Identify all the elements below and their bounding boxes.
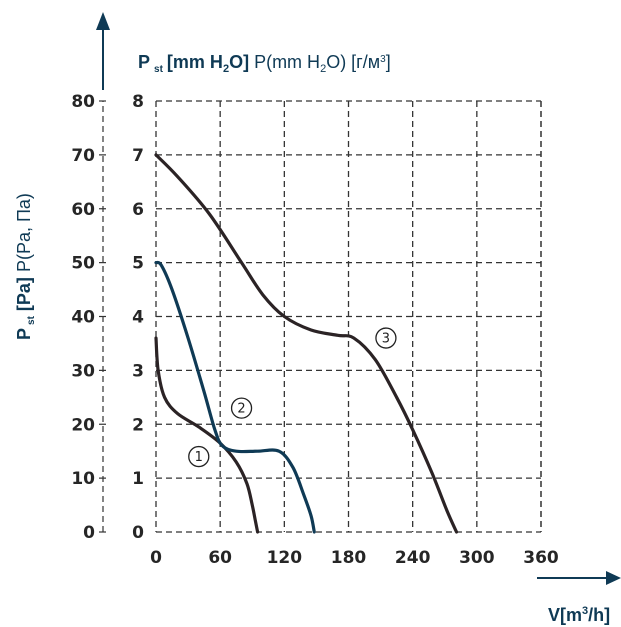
y-secondary-tick-label: 7 xyxy=(132,146,144,166)
y-primary-tick-label: 30 xyxy=(71,361,95,381)
y-primary-tick-label: 60 xyxy=(71,200,95,220)
curve-marker-1: 1 xyxy=(188,445,210,468)
grid xyxy=(99,100,542,533)
curve-3 xyxy=(154,153,459,534)
x-tick-label: 60 xyxy=(208,548,232,568)
y-secondary-tick-label: 1 xyxy=(132,469,144,489)
y-secondary-tick-label: 4 xyxy=(132,308,144,328)
x-axis-arrow xyxy=(537,571,621,585)
x-tick-label: 240 xyxy=(395,548,431,568)
curve-2 xyxy=(154,260,316,534)
y-secondary-tick-label: 8 xyxy=(132,92,144,112)
curve-marker-label: 3 xyxy=(382,332,390,347)
y-primary-tick-label: 20 xyxy=(71,415,95,435)
y-primary-tick-label: 70 xyxy=(71,146,95,166)
curve-markers: 1 2 3 xyxy=(188,327,397,468)
y-axis-arrow xyxy=(96,12,110,90)
y-primary-tick-label: 0 xyxy=(83,523,95,543)
y-secondary-tick-label: 0 xyxy=(132,523,144,543)
y-primary-axis-label: Pst [Pa] P(Pa, Па) xyxy=(14,193,37,340)
curve-marker-2: 2 xyxy=(230,397,253,419)
x-tick-label: 360 xyxy=(523,548,559,568)
x-tick-label: 180 xyxy=(331,548,367,568)
y-primary-tick-label: 50 xyxy=(71,254,95,274)
curve-marker-label: 1 xyxy=(195,450,203,465)
y-secondary-tick-label: 2 xyxy=(132,415,144,435)
x-tick-label: 120 xyxy=(267,548,303,568)
y-secondary-tick-label: 5 xyxy=(132,254,144,274)
curve-1 xyxy=(154,336,260,534)
y-secondary-tick-label: 6 xyxy=(132,200,144,220)
x-tick-label: 300 xyxy=(459,548,495,568)
curve-marker-label: 2 xyxy=(237,402,245,417)
y-primary-tick-label: 80 xyxy=(71,92,95,112)
y-secondary-tick-label: 3 xyxy=(132,361,144,381)
tick-labels: 0 60 120 180 240 300 360 0 10 20 30 40 50 60 70 80 0 1 2 3 4… xyxy=(71,92,559,568)
curve-marker-3: 3 xyxy=(375,327,397,349)
y-primary-tick-label: 10 xyxy=(71,469,95,489)
x-tick-label: 0 xyxy=(150,548,162,568)
x-axis-label: V[m3/h] xyxy=(548,605,610,625)
y-primary-tick-label: 40 xyxy=(71,308,95,328)
series xyxy=(154,153,459,534)
